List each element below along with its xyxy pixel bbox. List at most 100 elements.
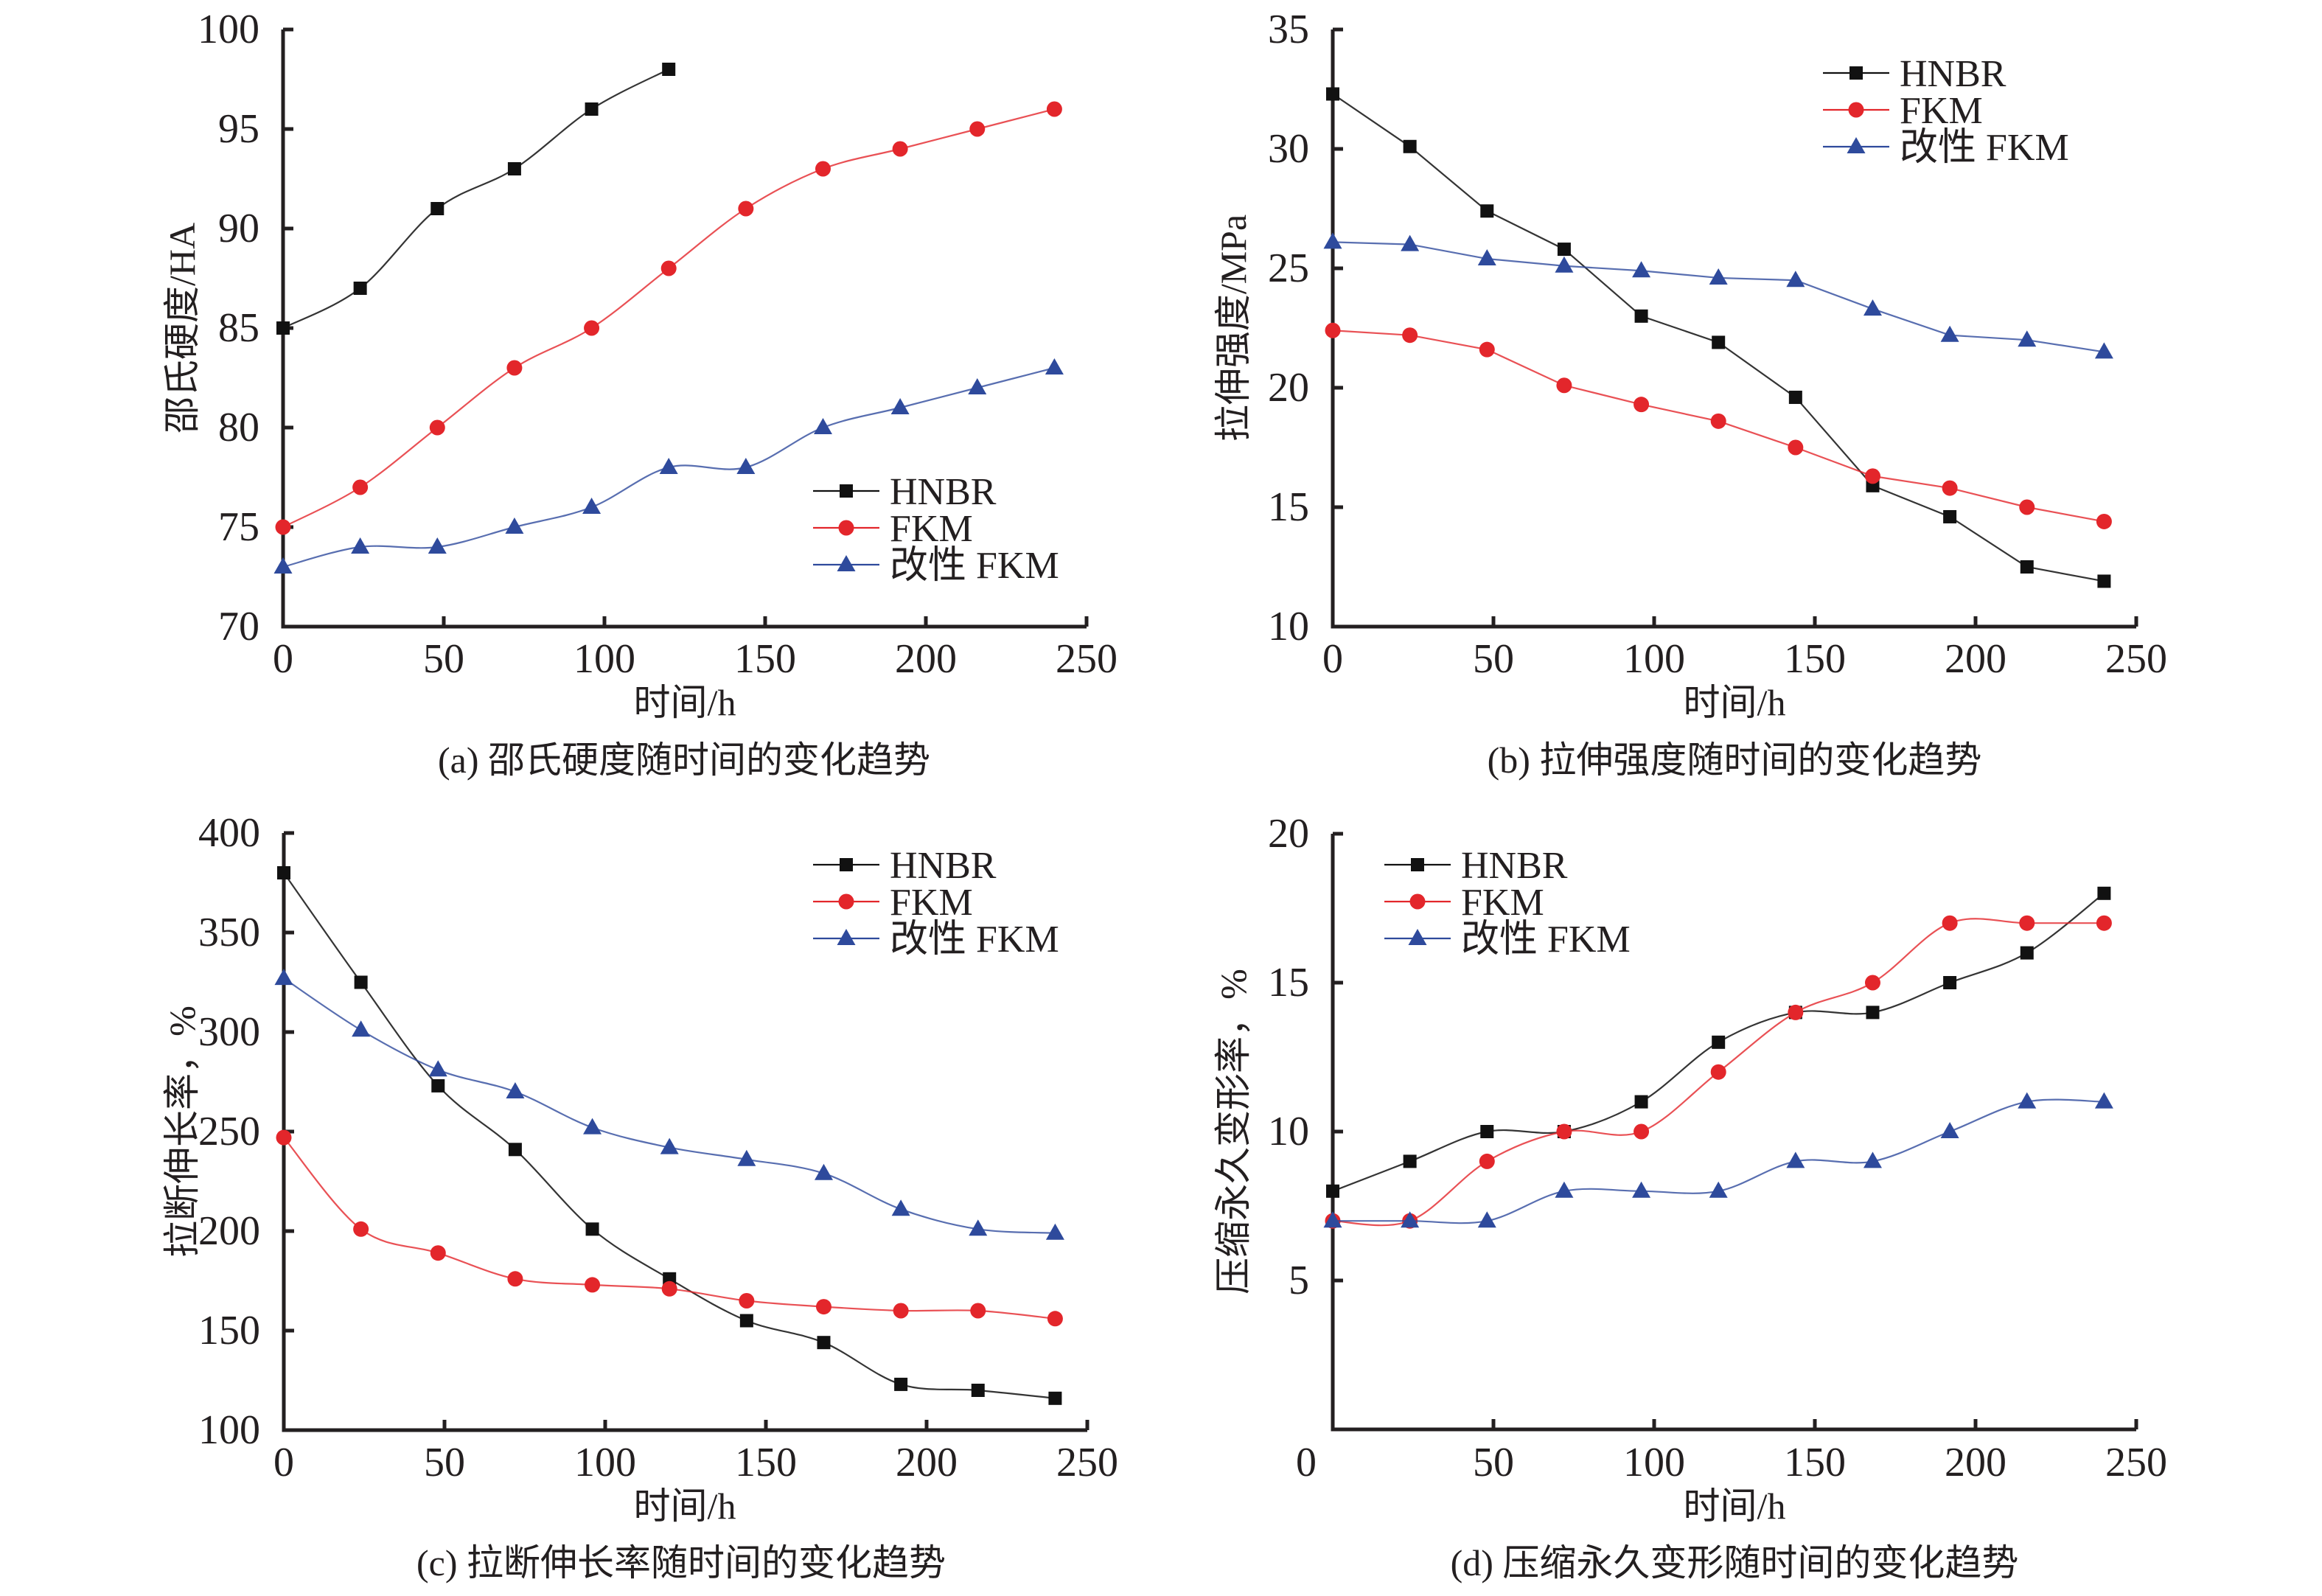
y-tick-label: 100 — [198, 7, 259, 52]
y-tick-label: 35 — [1268, 7, 1309, 52]
data-point — [508, 1143, 522, 1157]
y-tick-label: 10 — [1268, 604, 1309, 649]
data-point — [1866, 1006, 1880, 1020]
y-tick-label: 400 — [198, 810, 260, 856]
legend-marker-triangle-icon — [837, 929, 856, 945]
data-point — [1401, 234, 1420, 251]
y-tick-label: 25 — [1268, 245, 1309, 291]
y-axis-title: 拉断伸长率，% — [161, 1006, 203, 1258]
legend-label: FKM — [1900, 90, 1983, 132]
data-point — [1403, 1154, 1417, 1168]
data-point — [736, 458, 756, 474]
data-point — [1477, 1211, 1496, 1228]
x-axis-title: 时间/h — [1684, 1485, 1786, 1527]
data-point — [2019, 499, 2035, 515]
data-point — [2018, 1092, 2037, 1109]
data-point — [1710, 1064, 1726, 1080]
data-point — [352, 1020, 371, 1037]
data-point — [893, 1303, 909, 1319]
axis-line — [1331, 834, 2136, 1432]
legend-marker-circle-icon — [838, 520, 854, 536]
data-point — [2094, 342, 2113, 359]
data-point — [814, 1163, 833, 1180]
x-axis-title: 时间/h — [634, 682, 736, 723]
x-tick-label: 150 — [1784, 636, 1846, 682]
data-point — [2096, 513, 2112, 529]
legend-marker-square-icon — [1411, 858, 1424, 871]
data-point — [1710, 413, 1726, 429]
series-triangle — [274, 969, 1064, 1240]
data-point — [1863, 1151, 1882, 1168]
data-point — [1786, 271, 1805, 288]
data-point — [890, 398, 910, 414]
data-point — [1786, 1151, 1805, 1168]
y-tick-label: 30 — [1268, 126, 1309, 172]
data-point — [430, 202, 444, 215]
data-point — [1480, 204, 1494, 218]
data-point — [969, 121, 986, 137]
x-tick-label: 250 — [2105, 1440, 2167, 1485]
data-point — [1045, 1223, 1064, 1240]
chart-panel-d: 压缩永久变形率，% 时间/h (d) 压缩永久变形随时间的变化趋势 5 10 15 2… — [1213, 811, 2167, 1583]
data-point — [1943, 509, 1957, 523]
y-axis-title: 邵氏硬度/HA — [161, 223, 203, 433]
data-point — [1479, 341, 1495, 358]
chart-caption: (c) 拉断伸长率随时间的变化趋势 — [416, 1542, 946, 1583]
data-point — [583, 1118, 602, 1135]
y-tick-label: 150 — [198, 1308, 260, 1353]
chart-panel-b: 拉伸强度/MPa 时间/h (b) 拉伸强度随时间的变化趋势 10 15 20 25 3… — [1213, 7, 2167, 781]
legend-marker-circle-icon — [1409, 893, 1426, 910]
x-tick-label: 150 — [735, 1440, 797, 1485]
data-point — [969, 1219, 988, 1236]
data-point — [1712, 1035, 1726, 1049]
data-point — [1940, 1122, 1959, 1138]
series-square — [276, 63, 676, 335]
data-point — [1942, 480, 1958, 496]
axes: 70 75 80 85 90 95 100 0 50 100 150 200 250 — [198, 7, 1118, 682]
y-tick-label: 10 — [1268, 1109, 1309, 1154]
y-tick-label: 95 — [218, 106, 259, 152]
data-point — [354, 975, 368, 989]
legend-marker-circle-icon — [1848, 102, 1864, 118]
data-point — [506, 360, 523, 376]
series-triangle — [1323, 232, 2113, 359]
data-point — [582, 498, 602, 514]
data-point — [2018, 330, 2037, 347]
data-point — [968, 378, 987, 394]
data-point — [506, 1082, 525, 1098]
data-point — [2097, 886, 2111, 900]
data-point — [1863, 299, 1882, 316]
legend-item: HNBR — [1384, 845, 1568, 887]
legend-item: 改性 FKM — [1823, 127, 2069, 169]
legend-marker-square-icon — [840, 484, 853, 498]
legend-item: 改性 FKM — [813, 545, 1059, 587]
series-triangle — [273, 358, 1064, 574]
x-tick-label: 50 — [1473, 636, 1514, 682]
data-point — [1788, 390, 1802, 404]
data-point — [585, 1222, 599, 1236]
y-tick-label: 85 — [218, 305, 259, 351]
series-circle — [1325, 322, 2112, 529]
data-point — [1046, 101, 1062, 117]
x-tick-label: 0 — [1322, 636, 1343, 682]
data-point — [737, 1149, 756, 1166]
data-point — [1712, 335, 1726, 349]
data-point — [2096, 915, 2112, 931]
data-point — [351, 537, 370, 554]
legend-marker-square-icon — [1849, 66, 1863, 80]
data-point — [891, 1199, 910, 1216]
series-circle — [1325, 915, 2112, 1229]
legend-marker-triangle-icon — [1847, 137, 1866, 153]
data-point — [1943, 976, 1957, 989]
series-line — [1332, 241, 2105, 353]
data-point — [1940, 325, 1959, 342]
data-point — [273, 557, 293, 574]
data-point — [2019, 915, 2035, 931]
series-square — [1326, 886, 2111, 1198]
series-line — [283, 872, 1056, 1399]
data-point — [274, 969, 293, 986]
chart-panel-a: 邵氏硬度/HA 时间/h (a) 邵氏硬度随时间的变化趋势 70 75 80 85 90… — [161, 7, 1118, 781]
data-point — [2097, 574, 2111, 588]
